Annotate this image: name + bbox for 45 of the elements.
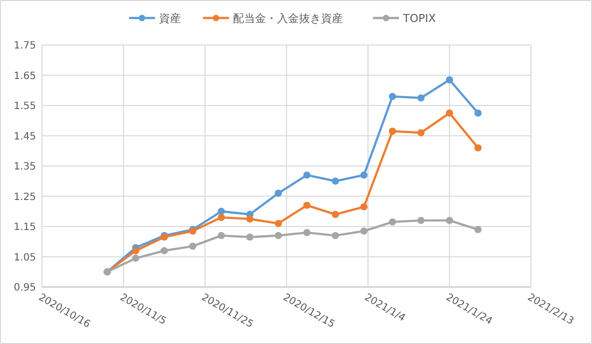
- point: [474, 226, 482, 234]
- point: [446, 76, 454, 84]
- point: [274, 220, 282, 228]
- point: [246, 215, 254, 223]
- point: [417, 94, 425, 102]
- point: [360, 227, 368, 235]
- point: [132, 247, 140, 254]
- y-tick-label: 1.25: [14, 192, 36, 203]
- point: [332, 210, 339, 218]
- point: [446, 216, 454, 224]
- point: [360, 171, 368, 179]
- point: [360, 203, 368, 210]
- point: [274, 190, 282, 197]
- y-tick-label: 1.65: [14, 70, 36, 82]
- point: [332, 232, 339, 240]
- point: [388, 218, 396, 226]
- point: [303, 171, 310, 179]
- y-tick-label: 1.35: [14, 162, 36, 172]
- point: [246, 233, 254, 241]
- point: [417, 216, 425, 224]
- point: [474, 109, 482, 117]
- legend-label: 配当金・入金抜き資産: [233, 12, 343, 25]
- point: [132, 254, 140, 262]
- point: [417, 129, 425, 136]
- y-tick-label: 1.15: [14, 222, 36, 233]
- y-tick-label: 1.45: [14, 131, 36, 142]
- y-tick-label: 1.55: [14, 101, 36, 112]
- y-tick-label: 1.05: [14, 252, 36, 264]
- legend-label: 資産: [159, 12, 181, 25]
- point: [160, 247, 168, 254]
- point: [189, 242, 196, 250]
- point: [474, 144, 482, 152]
- point: [218, 232, 225, 240]
- point: [332, 178, 339, 185]
- point: [274, 232, 282, 240]
- point: [303, 228, 310, 236]
- point: [303, 202, 310, 209]
- point: [388, 92, 396, 100]
- point: [218, 208, 225, 215]
- y-tick-label: 0.95: [14, 282, 36, 294]
- y-tick-label: 1.75: [14, 40, 36, 52]
- legend-label: TOPIX: [402, 12, 436, 25]
- point: [218, 214, 225, 222]
- point: [388, 128, 396, 135]
- point: [446, 109, 454, 117]
